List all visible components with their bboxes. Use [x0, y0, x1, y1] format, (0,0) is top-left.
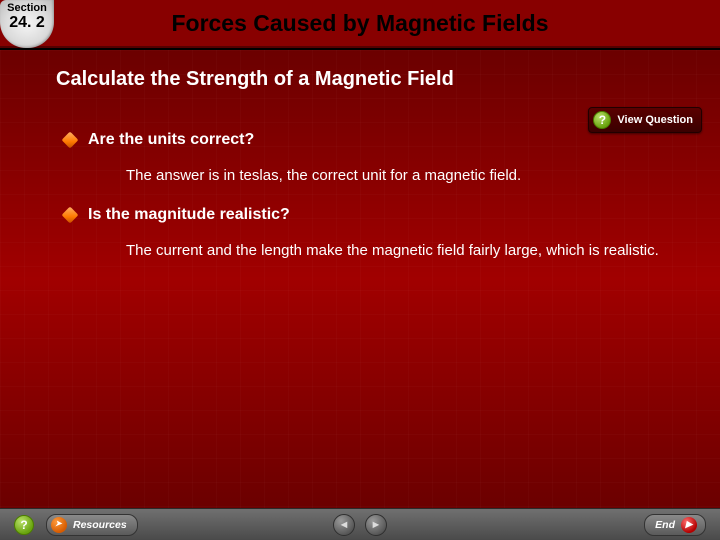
help-icon: ?: [593, 111, 611, 129]
bullet-question: Is the magnitude realistic?: [88, 206, 290, 224]
resources-label: Resources: [73, 519, 127, 531]
section-label: Section: [7, 2, 47, 14]
end-button[interactable]: End ▶: [644, 514, 706, 536]
section-number: 24. 2: [9, 14, 45, 32]
view-question-button[interactable]: ? View Question: [588, 107, 702, 133]
header-bar: Section 24. 2 Forces Caused by Magnetic …: [0, 0, 720, 48]
content-subtitle: Calculate the Strength of a Magnetic Fie…: [56, 68, 672, 91]
resources-button[interactable]: Resources: [46, 514, 138, 536]
end-icon: ▶: [681, 517, 697, 533]
bullet-answer: The current and the length make the magn…: [126, 242, 672, 261]
bullet-item: Is the magnitude realistic?: [56, 206, 672, 224]
page-title: Forces Caused by Magnetic Fields: [54, 0, 720, 37]
footer-bar: ? Resources ◄ ► End ▶: [0, 508, 720, 540]
bullet-icon: [62, 206, 79, 223]
resources-icon: [51, 517, 67, 533]
view-question-label: View Question: [617, 114, 693, 126]
section-tab: Section 24. 2: [0, 0, 54, 48]
nav-prev-button[interactable]: ◄: [333, 514, 355, 536]
bullet-item: Are the units correct?: [56, 131, 672, 149]
footer-nav: ◄ ►: [333, 514, 387, 536]
bullet-question: Are the units correct?: [88, 131, 254, 149]
end-label: End: [655, 519, 675, 531]
nav-next-button[interactable]: ►: [365, 514, 387, 536]
footer-help-icon[interactable]: ?: [14, 515, 34, 535]
bullet-icon: [62, 132, 79, 149]
bullet-answer: The answer is in teslas, the correct uni…: [126, 167, 672, 186]
